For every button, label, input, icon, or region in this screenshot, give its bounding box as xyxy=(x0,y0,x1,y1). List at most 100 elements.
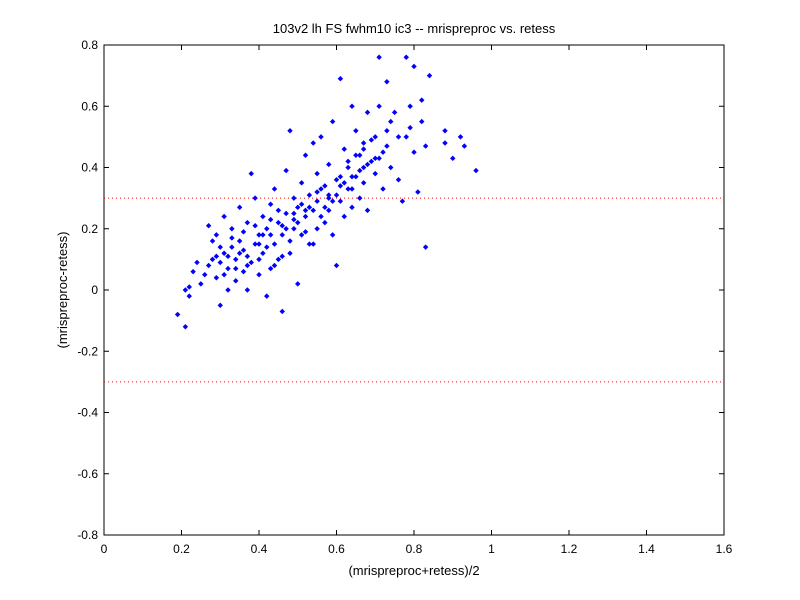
scatter-point xyxy=(368,137,375,143)
scatter-point xyxy=(256,271,262,278)
scatter-point xyxy=(174,311,181,318)
scatter-point xyxy=(306,192,313,198)
y-tick-label: 0.6 xyxy=(81,99,98,113)
scatter-point xyxy=(337,173,344,180)
scatter-point xyxy=(326,207,332,214)
scatter-point xyxy=(403,54,409,60)
scatter-point xyxy=(461,143,468,149)
scatter-point xyxy=(267,216,274,223)
scatter-point xyxy=(326,161,332,168)
scatter-point xyxy=(337,198,344,204)
scatter-point xyxy=(279,232,285,238)
scatter-point xyxy=(442,128,448,134)
scatter-point xyxy=(357,195,363,201)
scatter-point xyxy=(364,161,371,168)
scatter-point xyxy=(314,198,320,204)
scatter-point xyxy=(372,134,378,140)
scatter-point xyxy=(279,222,285,229)
scatter-point xyxy=(349,186,355,192)
scatter-point xyxy=(333,262,340,269)
scatter-point xyxy=(357,152,363,158)
scatter-point xyxy=(333,192,340,198)
scatter-point xyxy=(314,170,320,177)
scatter-point xyxy=(182,287,189,293)
x-tick-label: 0.4 xyxy=(251,542,268,556)
y-tick-label: 0.8 xyxy=(81,38,98,52)
scatter-point xyxy=(302,229,309,235)
scatter-point xyxy=(422,244,429,250)
scatter-point xyxy=(395,177,402,183)
scatter-point xyxy=(399,198,406,204)
x-tick-label: 1.4 xyxy=(638,542,655,556)
scatter-point xyxy=(275,219,282,226)
reference-lines xyxy=(104,197,724,383)
scatter-point xyxy=(349,103,355,109)
scatter-point xyxy=(229,235,235,241)
scatter-point xyxy=(287,238,293,244)
scatter-point xyxy=(236,204,243,211)
scatter-point xyxy=(360,140,367,146)
scatter-point xyxy=(360,146,367,152)
data-points xyxy=(174,54,479,330)
scatter-point xyxy=(194,259,200,266)
scatter-point xyxy=(283,167,289,174)
scatter-point xyxy=(233,278,239,284)
scatter-point xyxy=(256,256,262,263)
scatter-point xyxy=(306,241,313,247)
scatter-point xyxy=(287,250,293,256)
scatter-point xyxy=(279,308,285,315)
scatter-point xyxy=(252,195,258,201)
scatter-point xyxy=(221,213,227,220)
x-tick-label: 0.2 xyxy=(173,542,190,556)
scatter-point xyxy=(357,167,363,174)
scatter-point xyxy=(291,210,297,217)
scatter-point xyxy=(372,155,378,162)
scatter-point xyxy=(457,134,464,140)
scatter-point xyxy=(225,265,231,272)
scatter-point xyxy=(349,173,355,180)
scatter-point xyxy=(341,146,347,152)
scatter-point xyxy=(391,109,398,116)
scatter-point xyxy=(287,128,293,134)
scatter-point xyxy=(252,241,258,247)
y-tick-label: 0.4 xyxy=(81,161,98,175)
scatter-point xyxy=(353,173,359,180)
scatter-point xyxy=(349,204,355,211)
scatter-point xyxy=(267,265,274,272)
chart-title: 103v2 lh FS fwhm10 ic3 -- mrispreproc vs… xyxy=(273,21,556,36)
x-tick-label: 1 xyxy=(488,542,495,556)
scatter-point xyxy=(233,265,239,272)
scatter-point xyxy=(225,287,231,293)
scatter-point xyxy=(205,262,212,269)
y-tick-label: -0.2 xyxy=(77,344,98,358)
scatter-point xyxy=(376,155,382,162)
scatter-point xyxy=(372,170,378,177)
scatter-point xyxy=(306,204,313,211)
scatter-point xyxy=(322,219,328,226)
scatter-point xyxy=(236,238,243,244)
scatter-point xyxy=(248,170,254,177)
scatter-point xyxy=(364,109,371,116)
scatter-point xyxy=(310,140,316,146)
scatter-point xyxy=(256,241,262,247)
scatter-point xyxy=(407,124,413,131)
scatter-point xyxy=(217,244,223,250)
scatter-point xyxy=(322,183,328,189)
scatter-point xyxy=(298,180,305,186)
scatter-point xyxy=(295,204,301,211)
scatter-point xyxy=(353,128,359,134)
scatter-point xyxy=(302,213,309,220)
scatter-point xyxy=(283,226,289,232)
scatter-point xyxy=(186,293,192,299)
y-tick-label: 0 xyxy=(91,283,98,297)
scatter-point xyxy=(221,271,227,278)
scatter-point xyxy=(198,281,204,287)
scatter-point xyxy=(310,241,316,247)
scatter-point xyxy=(233,256,239,263)
scatter-point xyxy=(345,158,351,165)
scatter-point xyxy=(271,186,278,192)
scatter-point xyxy=(341,213,347,220)
x-tick-label: 1.6 xyxy=(716,542,733,556)
scatter-point xyxy=(240,247,247,253)
scatter-point xyxy=(260,232,266,238)
